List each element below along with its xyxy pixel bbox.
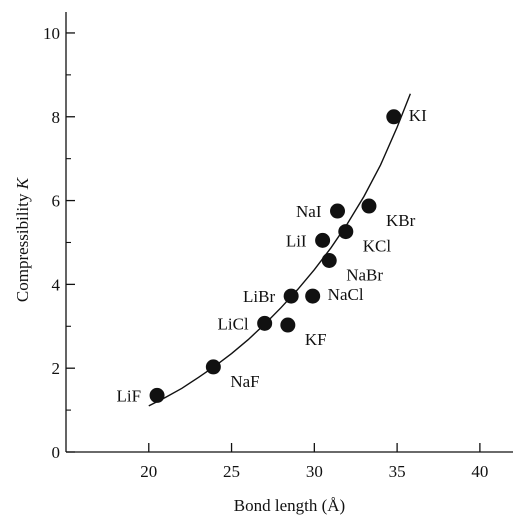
point-label: NaCl [328,285,364,304]
y-axis-label: Compressibility K [13,176,32,302]
point-label: KCl [363,237,392,256]
point-label: NaF [230,372,259,391]
point-label: LiCl [217,314,248,333]
y-ticks: 0 2 4 6 8 10 [43,24,75,462]
point-label: NaI [296,202,322,221]
data-point-lii [315,232,331,248]
data-point-ki [386,109,402,125]
y-tick-label: 4 [52,275,61,294]
point-label: LiI [286,231,307,250]
data-points [149,109,402,403]
y-tick-label: 10 [43,24,60,43]
y-tick-label: 6 [52,192,61,211]
data-point-licl [257,315,273,331]
x-axis-label: Bond length (Å) [234,496,345,515]
fit-curve-layer [148,93,412,407]
data-point-lif [149,387,165,403]
x-ticks: 20 25 30 35 40 [140,443,488,481]
x-tick-label: 20 [140,462,157,481]
point-label: KF [305,330,327,349]
data-point-naf [205,359,221,375]
x-tick-label: 35 [389,462,406,481]
point-label: LiBr [243,287,275,306]
data-point-kbr [361,198,377,214]
point-label: NaBr [346,265,383,284]
x-tick-label: 25 [223,462,240,481]
data-point-kf [280,317,296,333]
data-point-libr [283,288,299,304]
y-tick-label: 2 [52,359,61,378]
y-axis-label-text: Compressibility [13,193,32,302]
data-point-kcl [338,224,354,240]
y-axis-label-symbol: K [13,176,32,190]
x-tick-label: 30 [306,462,323,481]
data-point-nai [330,203,346,219]
fit-curve [148,93,412,407]
data-point-nabr [321,252,337,268]
point-label: KBr [386,211,416,230]
y-tick-label: 8 [52,108,61,127]
data-point-nacl [305,288,321,304]
axes [65,12,513,453]
y-tick-label: 0 [52,443,61,462]
x-tick-label: 40 [471,462,488,481]
point-label: LiF [116,386,141,405]
point-label: KI [409,106,427,125]
